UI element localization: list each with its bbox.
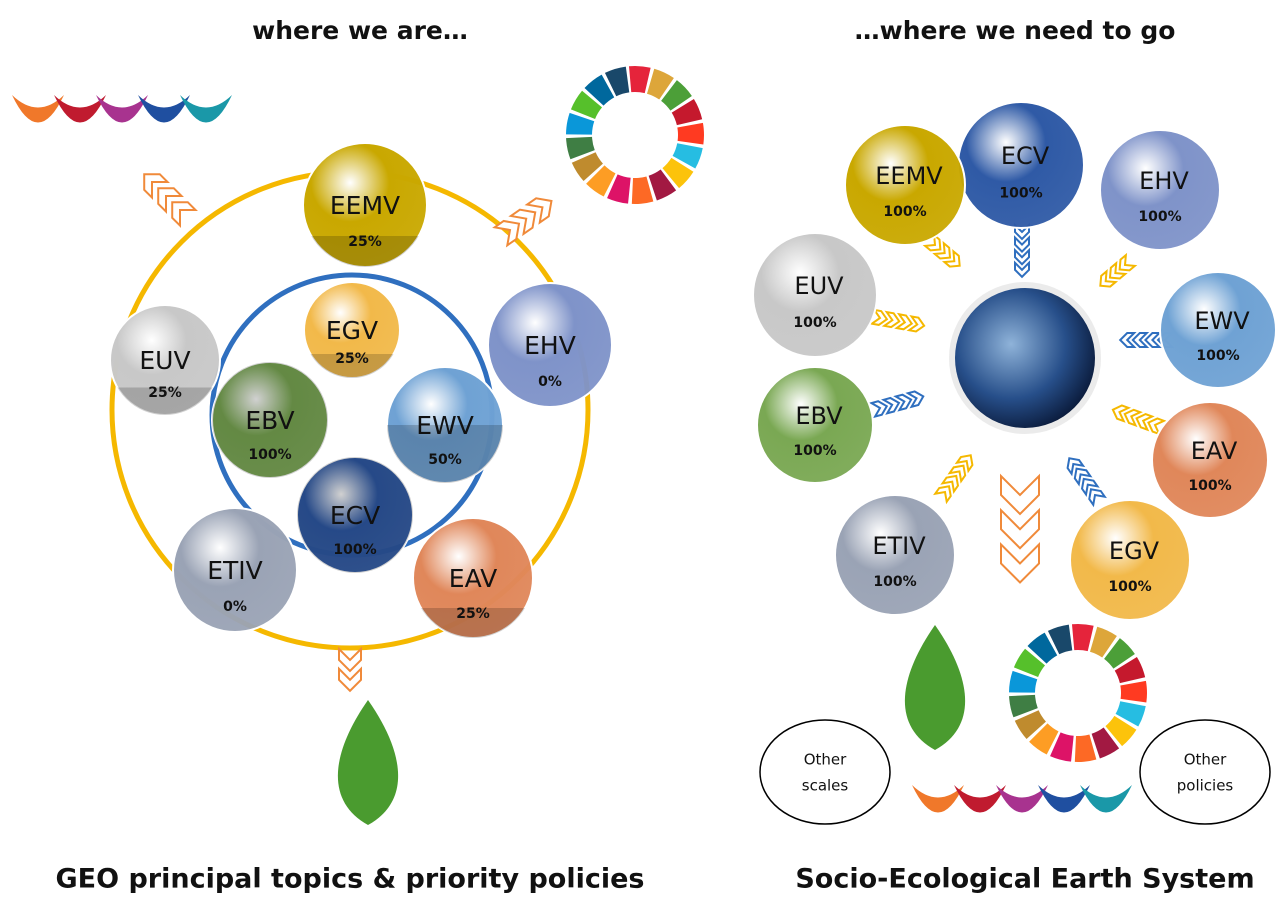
arrow: [339, 649, 361, 671]
sphere-percent: 25%: [348, 234, 382, 250]
sphere-percent: 100%: [333, 542, 376, 558]
decorations: Other scales Other policies: [12, 74, 1270, 825]
sphere-label: EWV: [416, 411, 474, 440]
sphere-percent: 25%: [456, 606, 490, 622]
leaf: [338, 700, 398, 825]
sphere-percent: 25%: [148, 385, 182, 401]
sphere-label: EEMV: [875, 162, 943, 190]
sphere-label: EHV: [1139, 167, 1189, 195]
other-label: policies: [1177, 777, 1234, 795]
sphere-percent: 100%: [793, 315, 836, 331]
sphere-label: EAV: [1191, 437, 1238, 465]
other-ellipse: [1140, 720, 1270, 824]
sphere-percent: 100%: [883, 204, 926, 220]
arrow: [1115, 255, 1135, 275]
arrow: [1085, 485, 1104, 504]
other-label: Other: [1184, 751, 1227, 769]
sphere-label: EAV: [449, 564, 497, 593]
sphere-label: EUV: [139, 346, 190, 375]
sphere-label: EHV: [524, 331, 576, 360]
arrow: [1001, 510, 1039, 548]
sphere-label: ECV: [1001, 142, 1050, 170]
sphere-label: EGV: [1109, 537, 1160, 565]
sphere-label: EEMV: [330, 191, 400, 220]
sphere-percent: 100%: [1188, 478, 1231, 494]
left-title: where we are…: [252, 16, 468, 45]
sphere-percent: 100%: [999, 185, 1042, 201]
sphere-label: EUV: [794, 272, 844, 300]
sphere-percent: 100%: [248, 447, 291, 463]
sphere-percent: 100%: [1138, 209, 1181, 225]
left-footer: GEO principal topics & priority policies: [56, 864, 645, 895]
arrow: [164, 194, 195, 225]
right-title: …where we need to go: [855, 16, 1176, 45]
sphere-label: EBV: [245, 406, 294, 435]
sphere-label: ECV: [330, 501, 380, 530]
sphere-percent: 50%: [428, 452, 462, 468]
arrow: [935, 482, 954, 501]
right-footer: Socio-Ecological Earth System: [795, 864, 1254, 895]
sphere-label: EBV: [795, 402, 843, 430]
arrow: [1001, 544, 1039, 582]
sphere-percent: 100%: [1196, 348, 1239, 364]
sphere-percent: 100%: [1108, 579, 1151, 595]
sphere-label: ETIV: [207, 556, 263, 585]
sphere-percent: 0%: [538, 374, 562, 390]
other-label: scales: [802, 777, 849, 795]
other-label: Other: [804, 751, 847, 769]
sphere-label: EWV: [1194, 307, 1250, 335]
sphere-label: ETIV: [872, 532, 926, 560]
sphere-percent: 0%: [223, 599, 247, 615]
arrow: [1001, 476, 1039, 514]
sphere-percent: 25%: [335, 351, 369, 367]
earth: [955, 288, 1095, 428]
sphere-percent: 100%: [873, 574, 916, 590]
page: where we are… …where we need to go GEO p…: [0, 0, 1276, 900]
sphere-percent: 100%: [793, 443, 836, 459]
other-ellipse: [760, 720, 890, 824]
diagram: where we are… …where we need to go GEO p…: [0, 0, 1276, 900]
leaf: [905, 625, 965, 750]
sphere-label: EGV: [326, 316, 378, 345]
